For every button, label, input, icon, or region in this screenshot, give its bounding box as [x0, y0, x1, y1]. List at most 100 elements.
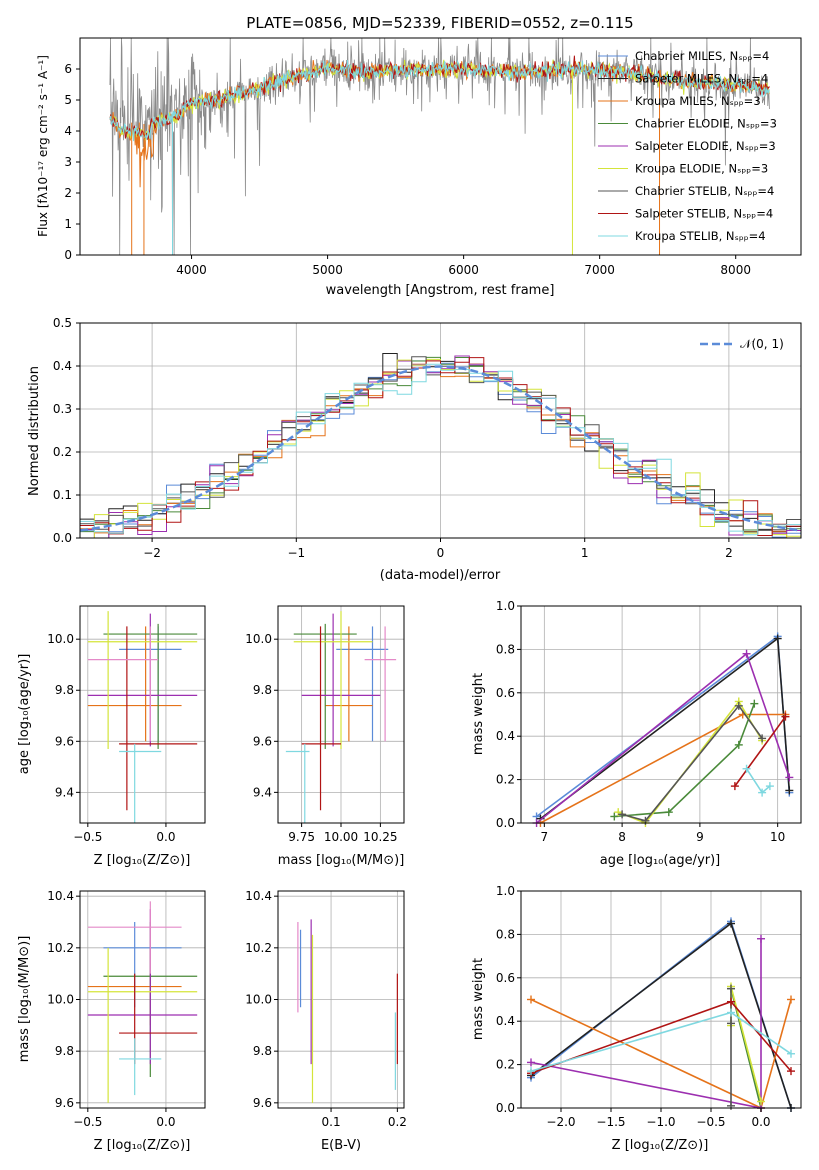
panel-ytick-label: 9.6 — [253, 1096, 272, 1110]
panel-ytick-label: 0.2 — [496, 1058, 515, 1072]
legend-label: Salpeter MILES, Nₛₚₚ=4 — [635, 72, 768, 86]
panel-ytick-label: 10.2 — [47, 941, 74, 955]
legend-label: Chabrier MILES, Nₛₚₚ=4 — [635, 49, 769, 63]
panel-ytick-label: 0.0 — [496, 1101, 515, 1115]
spectrum-y-ticks: 0 1 2 3 4 5 6 — [64, 62, 80, 262]
age-z-ylabel: age [log₁₀(age/yr)] — [17, 654, 32, 775]
panel-ytick-label: 10.0 — [245, 632, 272, 646]
massweight-line — [745, 768, 771, 794]
panel-ytick-label: 9.8 — [253, 683, 272, 697]
panel-xtick-label: 10.25 — [363, 830, 397, 844]
legend-label: Kroupa ELODIE, Nₛₚₚ=3 — [635, 162, 768, 176]
panel-xtick-label: 10.00 — [324, 830, 358, 844]
residual-xtick-label: 2 — [725, 546, 733, 560]
age-mass-xlabel: mass [log₁₀(M/M⊙)] — [278, 853, 405, 868]
spectrum-xtick-label: 6000 — [448, 263, 479, 277]
panel-ytick-label: 10.4 — [47, 889, 74, 903]
massweight-vs-age-panel: 7 8 9 10 0.0 0.2 0.4 0.6 0.8 1.0 — [496, 599, 802, 844]
spectrum-xtick-label: 8000 — [720, 263, 751, 277]
age-z-xlabel: Z [log₁₀(Z/Z⊙)] — [94, 853, 191, 868]
mw-age-xlabel: age [log₁₀(age/yr)] — [600, 853, 721, 868]
residual-ylabel: Normed distribution — [27, 366, 42, 496]
spectrum-ytick-label: 3 — [64, 155, 72, 169]
residual-ytick-label: 0.1 — [53, 488, 72, 502]
panel-xtick-label: −1.5 — [596, 1115, 625, 1129]
panel-ytick-label: 9.6 — [55, 1096, 74, 1110]
massweight-line — [539, 636, 791, 820]
panel-xtick-label: 0.0 — [751, 1115, 770, 1129]
mw-age-ylabel: mass weight — [471, 673, 486, 755]
residual-xtick-label: 0 — [437, 546, 445, 560]
panel-xtick-label: 0.1 — [322, 1115, 341, 1129]
legend-label: Salpeter ELODIE, Nₛₚₚ=3 — [635, 139, 776, 153]
massweight-line — [530, 938, 762, 1109]
panel-xtick-label: 8 — [618, 830, 626, 844]
residual-xtick-label: −2 — [143, 546, 161, 560]
panel-ytick-label: 1.0 — [496, 599, 515, 613]
mw-z-ylabel: mass weight — [471, 958, 486, 1040]
massweight-line — [614, 703, 756, 818]
spectrum-ytick-label: 6 — [64, 62, 72, 76]
mass-z-xlabel: Z [log₁₀(Z/Z⊙)] — [94, 1138, 191, 1153]
residual-xtick-label: −1 — [287, 546, 305, 560]
panel-xtick-label: −2.0 — [546, 1115, 575, 1129]
spectrum-axes-frame — [79, 37, 802, 256]
panel-ytick-label: 0.8 — [496, 927, 515, 941]
residual-y-ticks: 0.0 0.1 0.2 0.3 0.4 0.5 — [53, 316, 80, 545]
spectrum-ytick-label: 2 — [64, 186, 72, 200]
panel-ytick-label: 9.4 — [55, 785, 74, 799]
legend-label: Kroupa MILES, Nₛₚₚ=3 — [635, 94, 761, 108]
gaussian-curve — [79, 365, 802, 532]
panel-ytick-label: 10.4 — [245, 889, 272, 903]
massweight-vs-z-panel: −2.0 −1.5 −1.0 −0.5 0.0 0.0 0.2 0.4 0.6 0.8 1.0 — [496, 884, 802, 1129]
panel-xtick-label: 9.75 — [288, 830, 315, 844]
residual-x-ticks: −2 −1 0 1 2 — [143, 538, 733, 560]
residual-panel: −2 −1 0 1 2 0.0 0.1 0.2 0.3 0.4 0.5 (data-model)/… — [27, 316, 802, 583]
panel-ytick-label: 0.8 — [496, 642, 515, 656]
legend-label: Chabrier STELIB, Nₛₚₚ=4 — [635, 184, 774, 198]
panel-xtick-label: 10 — [770, 830, 785, 844]
panel-xtick-label: −0.5 — [696, 1115, 725, 1129]
panel-xtick-label: 7 — [541, 830, 549, 844]
panel-xtick-label: 0.0 — [156, 1115, 175, 1129]
panel-xtick-label: −1.0 — [646, 1115, 675, 1129]
panel-ytick-label: 10.2 — [245, 941, 272, 955]
residual-ytick-label: 0.4 — [53, 359, 72, 373]
panel-ytick-label: 0.4 — [496, 1014, 515, 1028]
residual-ytick-label: 0.2 — [53, 445, 72, 459]
panel-ytick-label: 10.0 — [47, 632, 74, 646]
legend-label: Salpeter STELIB, Nₛₚₚ=4 — [635, 207, 773, 221]
spectrum-ytick-label: 1 — [64, 217, 72, 231]
panel-ytick-label: 10.0 — [245, 993, 272, 1007]
panel-ytick-label: 9.6 — [253, 734, 272, 748]
massweight-line — [536, 652, 791, 824]
model-spectrum — [109, 55, 770, 141]
spectrum-panel: 4000 5000 6000 7000 8000 0 1 2 3 4 5 6 wavelength … — [36, 37, 802, 298]
spectrum-legend: Chabrier MILES, Nₛₚₚ=4 Salpeter MILES, Nₛ… — [598, 49, 777, 243]
gaussian-legend-label: 𝒩(0, 1) — [740, 337, 784, 351]
residual-ytick-label: 0.3 — [53, 402, 72, 416]
panel-ytick-label: 9.8 — [55, 683, 74, 697]
mass-z-ylabel: mass [log₁₀(M/M⊙)] — [17, 936, 32, 1063]
panel-ytick-label: 9.8 — [253, 1044, 272, 1058]
panel-ytick-label: 10.0 — [47, 993, 74, 1007]
spectrum-ytick-label: 4 — [64, 124, 72, 138]
residual-xtick-label: 1 — [581, 546, 589, 560]
panel-frame — [79, 605, 206, 824]
panel-ytick-label: 9.8 — [55, 1044, 74, 1058]
panel-ytick-label: 9.4 — [253, 785, 272, 799]
residual-histogram — [79, 363, 801, 538]
age-vs-z-panel: −0.5 0.0 9.4 9.6 9.8 10.0 — [47, 605, 206, 844]
panel-ytick-label: 0.2 — [496, 773, 515, 787]
legend-label: Kroupa STELIB, Nₛₚₚ=4 — [635, 229, 766, 243]
panel-xtick-label: 9 — [696, 830, 704, 844]
panel-frame — [520, 605, 802, 824]
spectrum-x-ticks: 4000 5000 6000 7000 8000 — [176, 255, 751, 277]
panel-ytick-label: 9.6 — [55, 734, 74, 748]
massweight-line — [734, 716, 787, 787]
panel-ytick-label: 1.0 — [496, 884, 515, 898]
spectrum-plot-area — [109, 37, 770, 256]
residual-xlabel: (data-model)/error — [380, 568, 501, 583]
panel-ytick-label: 0.6 — [496, 686, 515, 700]
